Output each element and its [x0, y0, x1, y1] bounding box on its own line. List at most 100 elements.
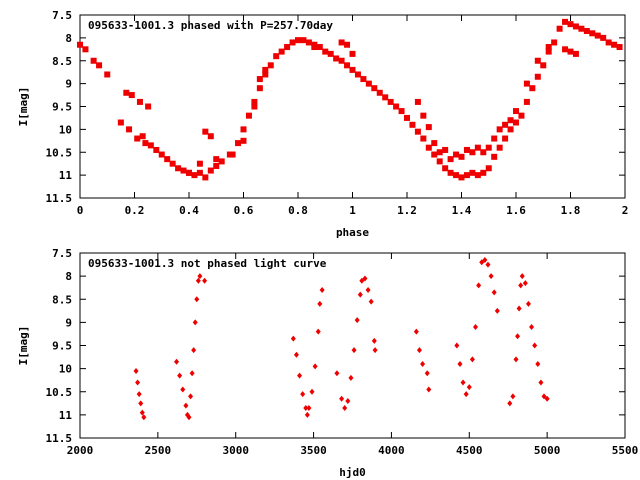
- x-tick-label: 0.6: [234, 204, 254, 217]
- data-point: [306, 404, 312, 411]
- data-point: [315, 328, 321, 335]
- data-point: [365, 287, 371, 293]
- data-point: [196, 160, 203, 167]
- data-point: [480, 169, 487, 176]
- y-tick-label: 11: [59, 169, 73, 182]
- data-point: [496, 144, 503, 151]
- data-point: [362, 275, 368, 282]
- data-point: [158, 151, 165, 158]
- data-point: [135, 379, 141, 386]
- x-tick-label: 4500: [456, 444, 483, 457]
- data-point: [507, 126, 514, 133]
- data-point: [207, 133, 214, 140]
- data-point: [491, 289, 497, 296]
- data-point: [589, 30, 596, 37]
- data-point: [442, 146, 449, 153]
- x-tick-label: 0.2: [125, 204, 145, 217]
- data-point: [474, 172, 481, 179]
- data-point: [317, 300, 323, 307]
- data-point: [297, 372, 303, 379]
- data-point: [404, 114, 410, 121]
- data-point: [319, 287, 325, 293]
- x-tick-label: 5500: [612, 444, 639, 457]
- data-point: [240, 137, 247, 144]
- data-point: [567, 48, 574, 55]
- x-tick-label: 3000: [222, 444, 249, 457]
- data-point: [197, 273, 203, 280]
- data-point: [273, 53, 280, 60]
- data-point: [420, 361, 426, 367]
- data-point: [523, 80, 530, 87]
- data-point: [194, 296, 200, 303]
- data-point: [207, 167, 214, 174]
- data-point: [96, 62, 103, 69]
- data-point: [192, 319, 198, 326]
- data-point: [142, 140, 149, 147]
- data-point: [191, 347, 197, 354]
- data-point: [126, 126, 133, 133]
- data-point: [348, 374, 354, 381]
- data-point: [359, 277, 365, 284]
- data-point: [447, 156, 454, 163]
- data-point: [305, 39, 312, 46]
- data-point: [513, 108, 519, 115]
- data-point: [534, 73, 541, 80]
- data-point: [515, 333, 521, 340]
- data-point: [349, 66, 356, 73]
- data-point: [312, 363, 318, 370]
- data-point: [284, 44, 291, 51]
- data-point: [354, 317, 360, 324]
- data-point: [463, 172, 470, 179]
- data-point: [572, 50, 579, 57]
- data-point: [442, 165, 449, 172]
- data-point: [494, 307, 500, 314]
- data-point: [256, 76, 263, 83]
- data-point: [133, 367, 139, 374]
- data-point: [480, 149, 487, 156]
- data-point: [611, 41, 618, 48]
- data-point: [186, 169, 192, 176]
- y-tick-label: 9.5: [52, 101, 72, 114]
- data-point: [327, 50, 334, 57]
- data-point: [357, 291, 363, 298]
- data-point: [240, 126, 247, 133]
- data-point: [136, 391, 142, 398]
- data-point: [474, 144, 481, 151]
- y-tick-label: 7.5: [52, 9, 72, 22]
- data-point: [365, 80, 372, 87]
- x-tick-label: 1.4: [452, 204, 472, 217]
- data-point: [447, 169, 454, 176]
- data-point: [541, 393, 547, 400]
- data-point: [529, 85, 536, 92]
- data-point: [523, 98, 530, 105]
- data-point: [473, 324, 479, 330]
- data-point: [518, 282, 524, 289]
- x-tick-label: 1.6: [506, 204, 526, 217]
- data-point: [251, 103, 258, 110]
- y-axis-label: I[mag]: [17, 87, 30, 127]
- data-point: [510, 393, 516, 400]
- data-point: [303, 404, 309, 411]
- data-point: [344, 41, 351, 48]
- data-point: [562, 18, 569, 25]
- data-point: [502, 135, 509, 142]
- data-point: [202, 277, 208, 284]
- x-axis-label: hjd0: [339, 466, 366, 479]
- data-point: [128, 92, 135, 99]
- data-point: [431, 140, 438, 147]
- data-point: [351, 347, 357, 354]
- data-point: [551, 39, 558, 46]
- y-tick-label: 10: [59, 363, 72, 376]
- data-point: [424, 370, 430, 377]
- data-point: [138, 400, 144, 407]
- data-point: [567, 21, 574, 28]
- data-point: [376, 89, 383, 96]
- plot-frame: [79, 252, 626, 439]
- data-point: [293, 351, 299, 358]
- data-point: [453, 172, 460, 179]
- data-point: [562, 46, 569, 53]
- data-point: [338, 57, 345, 64]
- data-point: [345, 398, 351, 404]
- x-tick-label: 1: [349, 204, 356, 217]
